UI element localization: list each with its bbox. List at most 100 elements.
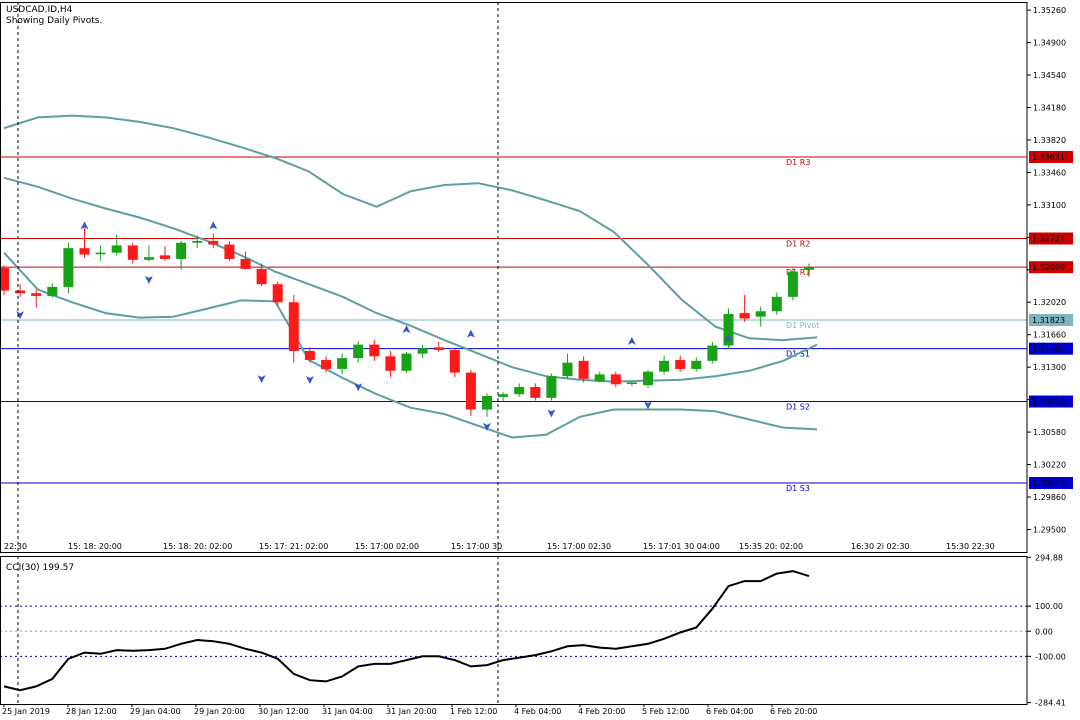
candle-body (675, 359, 686, 369)
candle-body (15, 290, 26, 294)
date-axis-label: 4 Feb 04:00 (514, 707, 561, 716)
price-axis-label: 1.30220 (1033, 461, 1066, 470)
bollinger-middle (3, 176, 818, 383)
time-strip-label: 15: 17:00 02:00 (355, 542, 419, 551)
pivot-price-label: 1.30015 (1032, 479, 1065, 488)
time-strip-label: 15: 18: 20:00 (68, 542, 122, 551)
pivot-name: D1 R1 (786, 268, 810, 277)
pivot-price-tag (1029, 477, 1073, 490)
pivot-name: D1 S3 (786, 484, 810, 493)
pivot-price-label: 1.32409 (1032, 263, 1065, 272)
cci-axis-label: -284.41 (1035, 699, 1066, 708)
candle-body (578, 360, 589, 379)
date-axis-label: 31 Jan 20:00 (386, 707, 437, 716)
date-axis-label: 29 Jan 20:00 (194, 707, 245, 716)
candle-body (272, 284, 283, 303)
fractal-down-arrow-icon (144, 275, 153, 284)
candle-body (304, 350, 315, 360)
candle-body (160, 255, 170, 259)
cci-panel-frame (0, 556, 1028, 705)
pivot-price-tag (1029, 261, 1073, 274)
price-panel-frame (0, 2, 1028, 553)
cci-indicator-label: CCI(30) 199.57 (6, 563, 75, 573)
price-axis-label: 1.35260 (1033, 6, 1066, 15)
pivot-price-label: 1.31505 (1032, 345, 1065, 354)
pivot-name: D1 R3 (786, 158, 810, 167)
fractal-up-arrow-icon (402, 325, 411, 334)
candle-body (433, 347, 444, 351)
fractal-up-arrow-icon (724, 334, 733, 343)
price-axis-label: 1.34180 (1033, 103, 1066, 112)
date-axis-label: 25 Jan 2019 (2, 707, 50, 716)
candle-body (95, 252, 106, 255)
fractal-down-arrow-icon (305, 375, 314, 384)
pivot-price-label: 1.30919 (1032, 398, 1065, 407)
cci-axis-label: 0.00 (1035, 627, 1053, 636)
price-axis-label: 1.33820 (1033, 136, 1066, 145)
time-strip-label: 15:35 20: 02:00 (739, 542, 803, 551)
pivot-price-tag (1029, 395, 1073, 408)
candle-body (787, 271, 798, 297)
candle-body (498, 394, 509, 397)
price-axis-label: 1.29860 (1033, 493, 1066, 502)
pivot-price-label: 1.32727 (1032, 235, 1065, 244)
date-axis-label: 29 Jan 04:00 (130, 707, 181, 716)
candle-body (626, 382, 637, 384)
candle-body (288, 302, 299, 351)
date-axis-label: 6 Feb 20:00 (770, 707, 817, 716)
price-axis-label: 1.34900 (1033, 39, 1066, 48)
candle-body (401, 353, 412, 371)
date-axis-label: 28 Jan 12:00 (66, 707, 117, 716)
candle-body (337, 358, 348, 369)
chart-subtitle: Showing Daily Pivots. (6, 16, 103, 26)
candle-body (804, 267, 814, 270)
candle-body (111, 245, 122, 253)
time-strip-label: 22:30 (4, 542, 27, 551)
fractal-down-arrow-icon (483, 422, 491, 431)
time-strip-label: 16:30 2i 02:30 (851, 542, 910, 551)
price-axis-label: 1.33460 (1033, 168, 1066, 177)
price-axis-label: 1.33100 (1033, 201, 1066, 210)
candle-body (594, 374, 605, 382)
fractal-up-arrow-icon (627, 336, 636, 345)
candle-body (546, 376, 557, 398)
date-axis-label: 31 Jan 04:00 (322, 707, 373, 716)
candle-body (143, 257, 154, 260)
chart-title: USDCAD.ID,H4 (6, 5, 73, 15)
price-axis-label: 1.30580 (1033, 428, 1066, 437)
time-strip-label: 15:30 22:30 (946, 542, 995, 551)
candle-body (643, 371, 653, 386)
bollinger-lower (3, 252, 818, 439)
candle-body (176, 242, 187, 259)
pivot-name: D1 R2 (786, 240, 810, 249)
cci-panel (0, 570, 1027, 692)
price-axis-label: 1.31300 (1033, 363, 1066, 372)
fractal-up-arrow-icon (466, 329, 475, 338)
candle-body (659, 360, 670, 372)
candle-body (530, 387, 541, 398)
candle-body (240, 258, 251, 269)
candle-body (192, 240, 203, 243)
pivot-price-label: 1.33631 (1032, 153, 1065, 162)
fractal-up-arrow-icon (209, 221, 218, 230)
time-strip-label: 15: 18: 20: 02:00 (163, 542, 232, 551)
candle-body (0, 267, 9, 291)
candle-body (771, 296, 782, 312)
candle-body (321, 359, 331, 369)
candle-body (79, 248, 90, 255)
candle-body (369, 344, 380, 357)
candle-body (47, 286, 58, 296)
pivot-name: D1 Pivot (786, 321, 819, 330)
fractal-down-arrow-icon (547, 409, 556, 418)
candle-body (514, 387, 525, 395)
date-axis-label: 6 Feb 04:00 (706, 707, 753, 716)
date-axis-label: 4 Feb 20:00 (578, 707, 625, 716)
pivot-price-tag (1029, 232, 1073, 245)
time-strip-label: 15: 17: 21: 02:00 (259, 542, 328, 551)
bollinger-upper (3, 114, 818, 342)
candle-body (755, 311, 766, 317)
pivot-name: D1 S2 (786, 403, 810, 412)
